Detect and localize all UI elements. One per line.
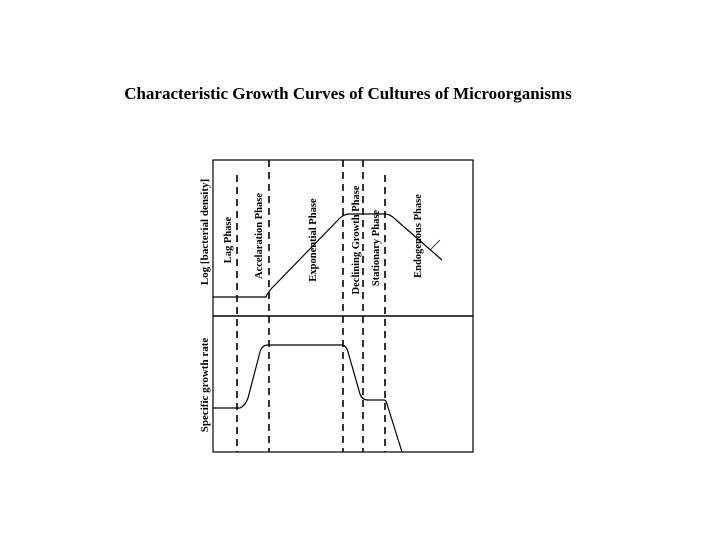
phase-label: Lag Phase — [223, 216, 234, 263]
phase-label: Endogenous Phase — [413, 194, 424, 278]
pointer — [429, 239, 441, 251]
upper-axis-label: Log [bacterial density] — [199, 179, 211, 285]
lower-axis-label: Specific growth rate — [199, 338, 211, 433]
title: Characteristic Growth Curves of Cultures… — [124, 84, 572, 103]
phase-label: Accelaration Phase — [254, 193, 265, 279]
phase-label: Declining Growth Phase — [351, 185, 362, 294]
density-curve — [213, 213, 443, 298]
phase-boundaries — [236, 160, 386, 452]
phase-label: Exponential Phase — [308, 198, 319, 281]
growth-rate-curve — [213, 344, 403, 453]
phase-label: Stationary Phase — [371, 210, 382, 286]
